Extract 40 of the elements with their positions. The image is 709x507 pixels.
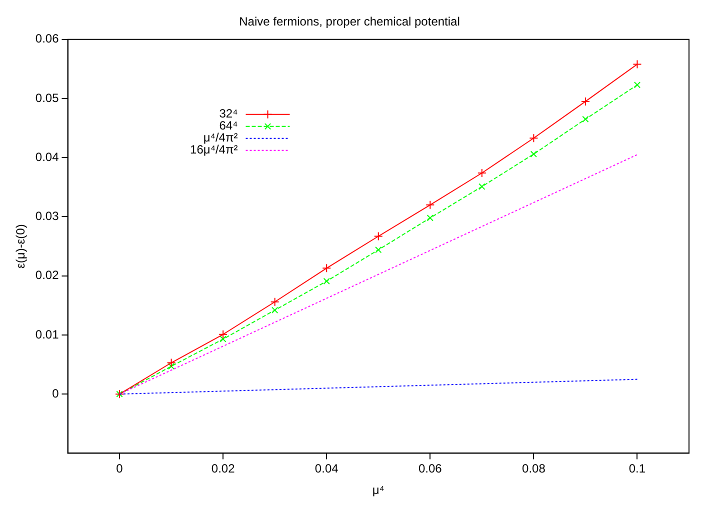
point xyxy=(582,116,589,123)
point xyxy=(272,306,278,314)
point xyxy=(270,297,280,306)
x-tick-label: 0.04 xyxy=(314,462,339,476)
point xyxy=(218,330,228,339)
point xyxy=(634,82,641,88)
y-tick-label: 0.04 xyxy=(35,150,60,164)
legend-label: 16μ⁴/4π² xyxy=(190,142,238,157)
legend-label: 64⁴ xyxy=(219,118,238,133)
y-tick-label: 0.06 xyxy=(35,32,60,46)
point xyxy=(168,362,175,370)
chart-title: Naive fermions, proper chemical potential xyxy=(239,14,460,29)
y-tick-label: 0.03 xyxy=(35,209,60,224)
point xyxy=(580,96,590,106)
point xyxy=(478,183,486,190)
x-tick-label: 0.08 xyxy=(522,462,546,476)
point xyxy=(530,150,538,158)
point xyxy=(322,264,332,273)
y-tick-label: 0.01 xyxy=(35,327,60,342)
y-tick-label: 0 xyxy=(52,386,60,400)
y-tick-label: 0.02 xyxy=(35,268,60,282)
point xyxy=(529,134,538,143)
legend-label: μ⁴/4π² xyxy=(203,130,238,145)
y-axis-title: ε(μ)-ε(0) xyxy=(14,224,28,268)
point xyxy=(426,200,435,210)
point xyxy=(632,60,642,69)
point xyxy=(166,358,176,368)
legend-label: 32⁴ xyxy=(219,106,238,121)
point xyxy=(374,232,383,241)
x-tick-label: 0.1 xyxy=(628,462,646,476)
point xyxy=(323,278,330,285)
point xyxy=(426,214,434,222)
y-tick-label: 0.05 xyxy=(35,90,60,105)
point xyxy=(375,246,382,254)
x-tick-label: 0 xyxy=(116,462,124,476)
point xyxy=(477,168,486,178)
x-tick-label: 0.02 xyxy=(211,462,236,476)
x-axis-title: μ⁴ xyxy=(372,483,384,498)
point xyxy=(220,336,226,342)
x-tick-label: 0.06 xyxy=(418,462,442,476)
